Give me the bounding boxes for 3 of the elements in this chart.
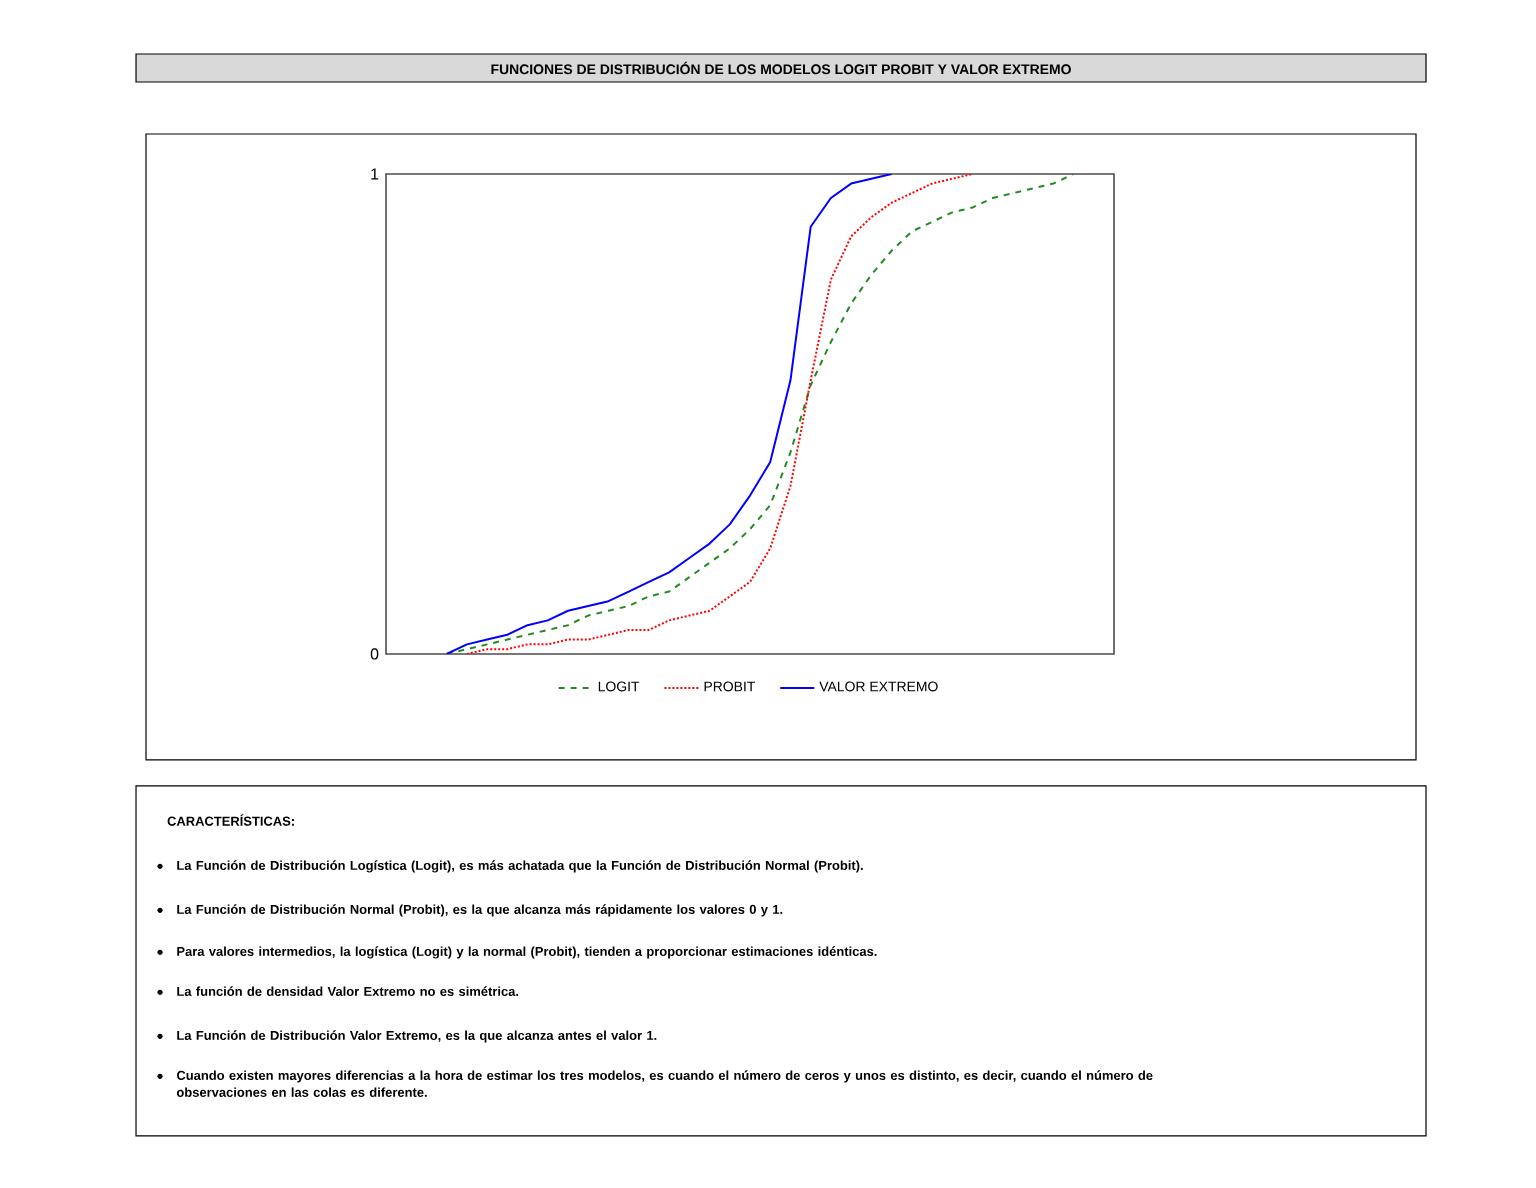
line-series — [445, 173, 1075, 654]
line-series — [445, 173, 893, 654]
line-series — [465, 173, 974, 654]
